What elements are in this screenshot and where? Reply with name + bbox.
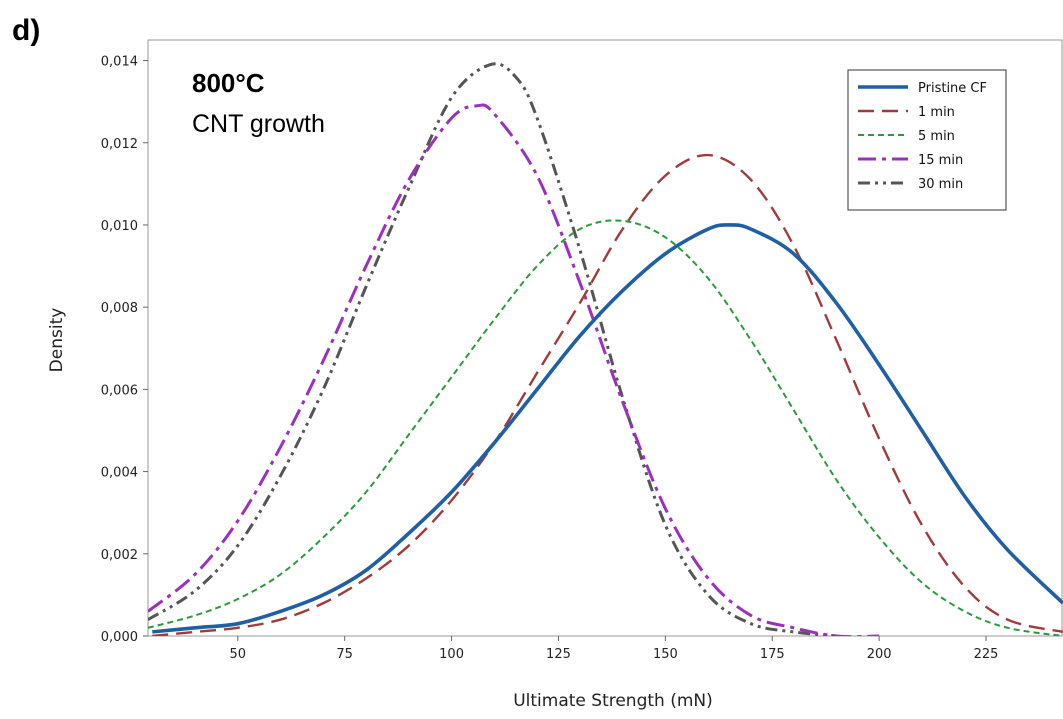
legend-label: 1 min: [918, 105, 955, 120]
series-layer: [148, 62, 1063, 636]
y-tick-label: 0,000: [101, 630, 138, 645]
series-line-15-min: [148, 103, 880, 636]
legend-label: 5 min: [918, 129, 955, 144]
x-tick-label: 75: [336, 647, 353, 662]
legend-box: [847, 69, 1007, 211]
annotation-process: CNT growth: [192, 110, 325, 138]
y-axis-title: Density: [47, 308, 67, 373]
y-tick-label: 0,012: [101, 137, 138, 152]
series-line-pristine-cf: [152, 223, 1063, 634]
series-line-1-min: [152, 153, 1063, 636]
legend-label: Pristine CF: [918, 81, 987, 96]
y-tick-label: 0,010: [101, 219, 138, 234]
x-tick-label: 125: [546, 647, 571, 662]
y-axis: 0,000 0,002 0,004 0,006 0,008 0,010 0,012 0,014: [101, 55, 148, 645]
x-tick-label: 100: [439, 647, 464, 662]
x-tick-label: 225: [974, 647, 999, 662]
x-tick-label: 50: [230, 647, 247, 662]
plot-area-frame: [147, 39, 1063, 637]
x-tick-label: 200: [867, 647, 892, 662]
x-axis-title: Ultimate Strength (mN): [513, 691, 713, 711]
x-tick-label: 175: [760, 647, 785, 662]
legend-label: 30 min: [918, 177, 963, 192]
y-tick-label: 0,014: [101, 55, 138, 70]
legend: Pristine CF 1 min 5 min 15 min 30 min: [847, 69, 1007, 211]
annotation-temperature: 800°C: [192, 68, 265, 98]
x-axis: 50 75 100 125 150 175 200 225: [230, 636, 999, 662]
y-tick-label: 0,008: [101, 301, 138, 316]
y-tick-label: 0,002: [101, 548, 138, 563]
series-line-5-min: [148, 219, 1063, 636]
x-tick-label: 150: [653, 647, 678, 662]
legend-label: 15 min: [918, 153, 963, 168]
panel-label: d): [12, 14, 40, 47]
series-line-30-min: [148, 62, 837, 636]
y-tick-label: 0,004: [101, 466, 138, 481]
y-tick-label: 0,006: [101, 383, 138, 398]
